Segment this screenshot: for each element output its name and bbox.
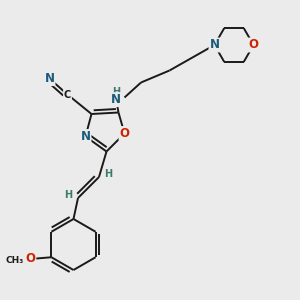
Text: N: N bbox=[80, 130, 91, 143]
Text: N: N bbox=[209, 38, 220, 52]
Text: H: H bbox=[64, 190, 73, 200]
Text: N: N bbox=[44, 72, 55, 85]
Text: H: H bbox=[112, 87, 120, 98]
Text: O: O bbox=[248, 38, 259, 52]
Text: N: N bbox=[111, 93, 121, 106]
Text: C: C bbox=[64, 89, 71, 100]
Text: O: O bbox=[26, 252, 35, 265]
Text: CH₃: CH₃ bbox=[6, 256, 24, 265]
Text: O: O bbox=[119, 127, 130, 140]
Text: H: H bbox=[104, 169, 113, 179]
